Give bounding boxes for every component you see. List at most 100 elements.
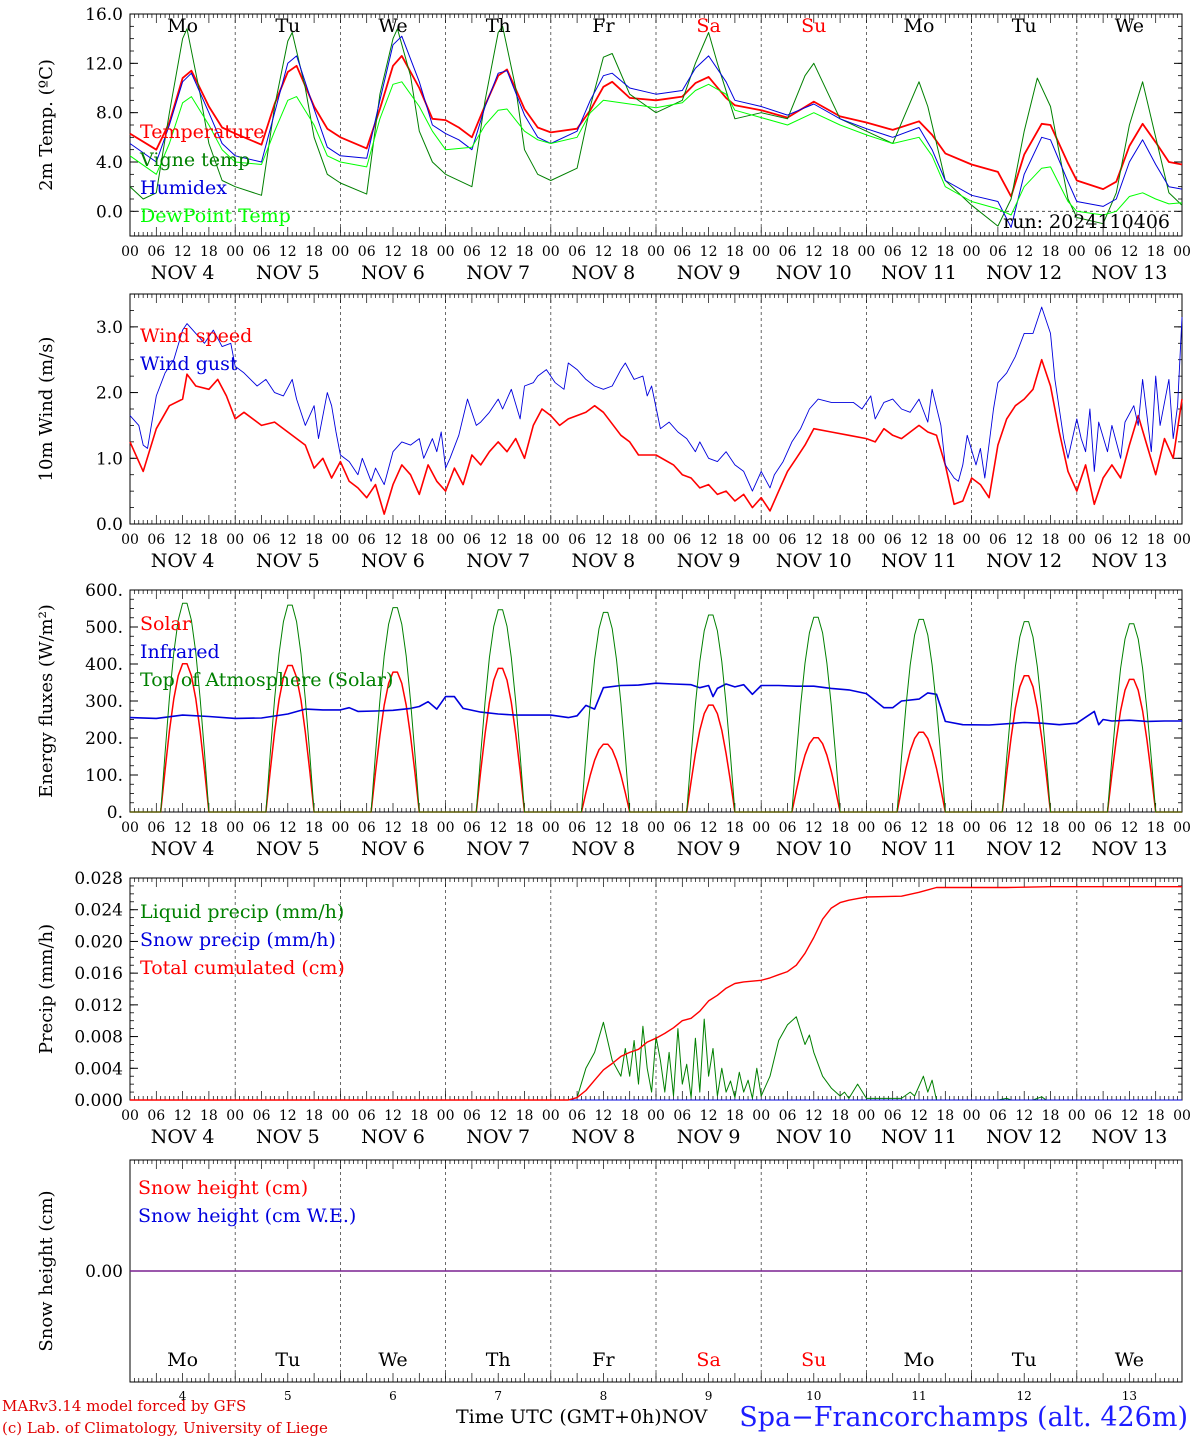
hour-label: 12: [279, 1108, 297, 1124]
y-tick-label: 0.012: [74, 996, 123, 1016]
hour-label: 12: [174, 244, 192, 260]
hour-label: 06: [989, 244, 1007, 260]
hour-label: 06: [989, 532, 1007, 548]
hour-label: 12: [910, 820, 928, 836]
weekday-label: We: [378, 1349, 407, 1371]
hour-label: 12: [279, 244, 297, 260]
hour-label: 00: [1173, 820, 1191, 836]
hour-label: 12: [279, 820, 297, 836]
hour-label: 00: [1173, 244, 1191, 260]
model-credit: MARv3.14 model forced by GFS: [2, 1397, 247, 1415]
hour-label: 06: [147, 820, 165, 836]
hour-label: 12: [805, 244, 823, 260]
date-label: NOV 13: [1091, 550, 1167, 572]
hour-label: 00: [752, 532, 770, 548]
hour-label: 00: [226, 244, 244, 260]
hour-label: 06: [1094, 1108, 1112, 1124]
hour-label: 06: [358, 532, 376, 548]
date-label: NOV 8: [572, 1126, 636, 1148]
hour-label: 00: [1068, 1108, 1086, 1124]
hour-label: 12: [594, 244, 612, 260]
hour-label: 12: [174, 532, 192, 548]
hour-label: 18: [1042, 820, 1060, 836]
hour-label: 00: [437, 820, 455, 836]
hour-label: 12: [1015, 532, 1033, 548]
hour-label: 00: [542, 244, 560, 260]
hour-label: 00: [857, 532, 875, 548]
date-label: NOV 6: [361, 550, 425, 572]
y-tick-label: 8.0: [96, 104, 123, 124]
hour-label: 12: [489, 244, 507, 260]
x-ticks: [129, 14, 1183, 236]
y-tick-label: 0.0: [96, 202, 123, 222]
y-axis-label: 2m Temp. (ºC): [36, 59, 57, 191]
legend-entry: Total cumulated (cm): [140, 957, 345, 979]
y-tick-label: 0.020: [74, 932, 123, 952]
hour-label: 00: [647, 820, 665, 836]
date-label: NOV 4: [151, 262, 215, 284]
hour-label: 12: [1015, 244, 1033, 260]
date-label: NOV 5: [256, 550, 320, 572]
hour-label: 12: [700, 244, 718, 260]
hour-label: 18: [410, 532, 428, 548]
hour-label: 00: [437, 532, 455, 548]
hour-label: 18: [516, 820, 534, 836]
hour-label: 12: [805, 820, 823, 836]
series-line-temperature-0: [129, 55, 1183, 198]
hour-label: 18: [200, 820, 218, 836]
date-label: NOV 5: [256, 838, 320, 860]
hour-label: 00: [752, 244, 770, 260]
hour-label: 12: [910, 1108, 928, 1124]
y-tick-label: 0.000: [74, 1091, 123, 1111]
hour-label: 18: [936, 820, 954, 836]
panel-precip: 0.000 0.004 0.008 0.012 0.016 0.020 0.024 0.028…: [36, 869, 1191, 1148]
hour-label: 06: [673, 820, 691, 836]
hour-label: 18: [726, 1108, 744, 1124]
weekday-label: Mo: [904, 15, 935, 37]
date-label: NOV 4: [151, 550, 215, 572]
hour-label: 06: [779, 244, 797, 260]
y-tick-label: 0.: [107, 803, 123, 823]
hour-label: 00: [542, 1108, 560, 1124]
date-label: NOV 10: [776, 1126, 852, 1148]
hour-label: 12: [1015, 820, 1033, 836]
hour-label: 06: [253, 820, 271, 836]
time-axis-label: Time UTC (GMT+0h)NOV: [456, 1406, 707, 1428]
hour-label: 12: [910, 244, 928, 260]
hour-label: 00: [857, 244, 875, 260]
run-label: run: 2024110406: [1003, 211, 1170, 233]
y-tick-label: 600.: [85, 581, 123, 601]
day-number: 4: [179, 1389, 187, 1403]
date-label: NOV 8: [572, 550, 636, 572]
y-axis-label: Snow height (cm): [36, 1190, 57, 1351]
hour-label: 00: [647, 532, 665, 548]
series-line-energy-2: [130, 602, 1182, 813]
hour-label: 18: [831, 244, 849, 260]
date-label: NOV 7: [466, 262, 530, 284]
time-axis-month: NOV: [661, 1406, 708, 1428]
date-label: NOV 10: [776, 262, 852, 284]
hour-label: 12: [700, 532, 718, 548]
day-number: 11: [911, 1389, 926, 1403]
hour-label: 18: [305, 820, 323, 836]
date-label: NOV 9: [677, 1126, 741, 1148]
hour-label: 12: [174, 1108, 192, 1124]
y-axis-label: Precip (mm/h): [36, 924, 57, 1054]
hour-label: 00: [331, 820, 349, 836]
hour-label: 06: [253, 244, 271, 260]
hour-label: 06: [884, 1108, 902, 1124]
date-label: NOV 9: [677, 838, 741, 860]
hour-label: 18: [1042, 244, 1060, 260]
hour-label: 12: [1015, 1108, 1033, 1124]
hour-label: 06: [358, 820, 376, 836]
hour-label: 06: [673, 532, 691, 548]
day-number: 5: [284, 1389, 292, 1403]
date-label: NOV 10: [776, 550, 852, 572]
weekday-label: Fr: [592, 15, 615, 37]
legend-entry: Wind speed: [140, 325, 252, 347]
day-number: 6: [389, 1389, 397, 1403]
y-tick-label: 0.024: [74, 901, 123, 921]
legend-entry: Snow height (cm W.E.): [138, 1205, 356, 1227]
hour-label: 00: [963, 1108, 981, 1124]
